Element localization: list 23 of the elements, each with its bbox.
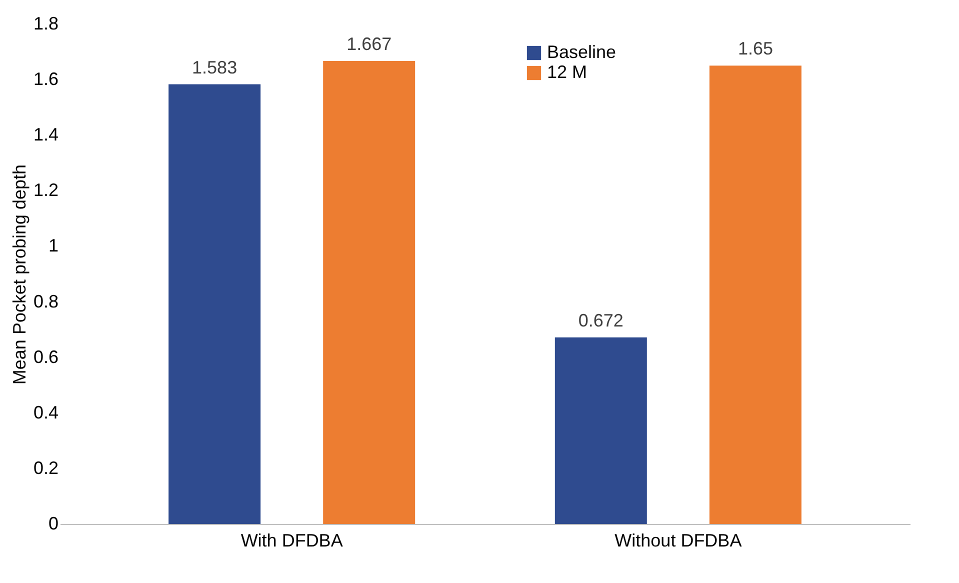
bar — [709, 66, 802, 524]
y-tick-label: 1.8 — [33, 14, 58, 34]
y-tick-label: 1 — [48, 236, 58, 256]
y-tick-label: 1.2 — [33, 180, 58, 200]
y-tick-label: 0.8 — [33, 291, 58, 312]
legend-label: Baseline — [547, 42, 616, 62]
data-label: 1.667 — [346, 34, 392, 54]
y-tick-label: 0 — [48, 514, 58, 534]
data-label: 1.65 — [738, 38, 773, 59]
y-tick-label: 1.6 — [33, 69, 58, 90]
y-tick-label: 1.4 — [33, 124, 58, 145]
data-label: 1.583 — [192, 57, 238, 78]
data-label: 0.672 — [578, 310, 624, 330]
y-tick-label: 0.4 — [33, 402, 58, 422]
bar — [554, 337, 647, 524]
y-tick-label: 0.6 — [33, 346, 58, 367]
legend-label: 12 M — [547, 62, 588, 82]
x-tick-label: With DFDBA — [240, 530, 343, 550]
y-axis-title: Mean Pocket probing depth — [9, 164, 30, 385]
bar — [168, 84, 261, 524]
bar — [323, 60, 416, 524]
x-tick-label: Without DFDBA — [614, 530, 742, 550]
y-tick-label: 0.2 — [33, 458, 58, 478]
